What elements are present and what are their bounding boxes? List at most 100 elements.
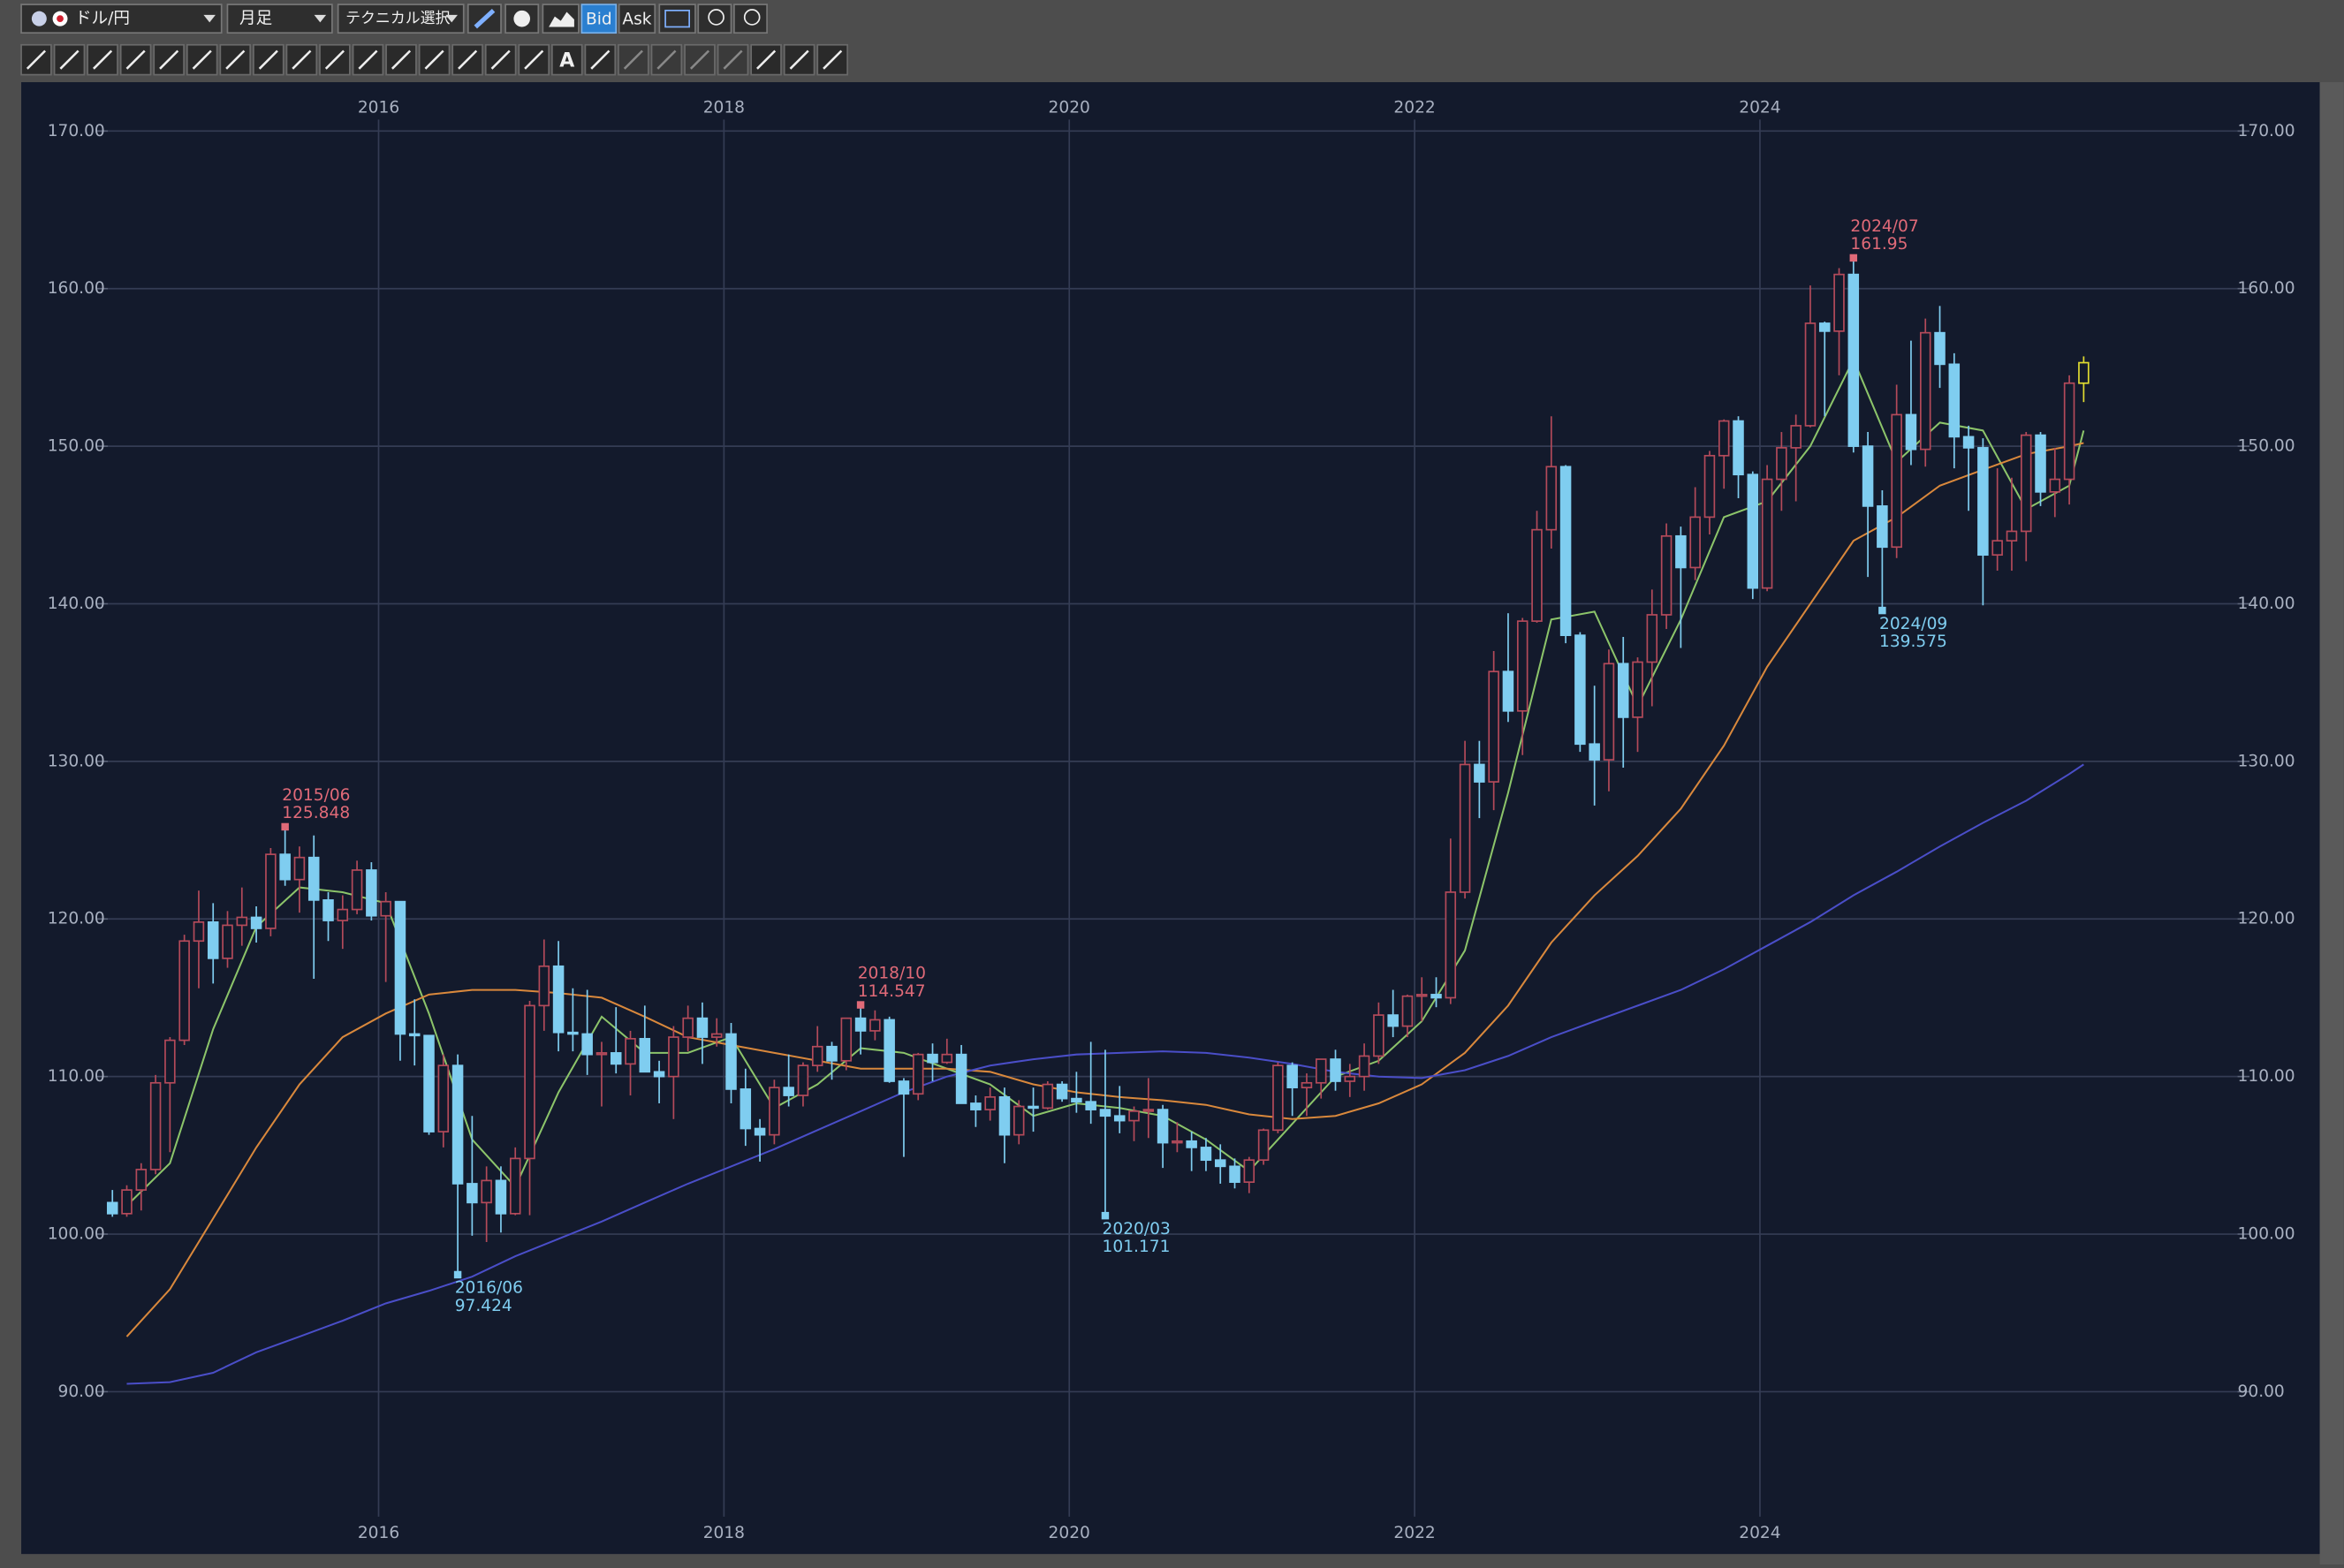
extreme-value: 125.848 <box>282 804 350 822</box>
candle-body <box>1675 534 1687 569</box>
candle-body <box>1099 1109 1111 1117</box>
extreme-date: 2018/10 <box>858 965 926 983</box>
candle-body <box>1574 634 1586 746</box>
candle-body <box>811 1045 823 1067</box>
period-label: 月足 <box>239 10 272 28</box>
candle-body <box>797 1064 809 1096</box>
tool-icon <box>723 49 743 70</box>
candle-body <box>1891 413 1902 549</box>
candle-body <box>1632 661 1643 718</box>
candle-body <box>955 1053 967 1104</box>
zoom-in-button[interactable] <box>733 4 768 34</box>
tool-button[interactable] <box>551 43 583 76</box>
tool-icon <box>159 49 179 70</box>
indicator-icon <box>664 9 690 28</box>
candle-body <box>696 1017 709 1038</box>
dropdown-arrow <box>445 14 458 23</box>
info-icon <box>513 10 531 27</box>
candle-body <box>1142 1109 1155 1112</box>
candle-body <box>1804 322 1817 427</box>
candle-body <box>998 1095 1011 1136</box>
candle-body <box>1430 994 1442 999</box>
candle-body <box>394 900 406 1035</box>
tool-button[interactable] <box>484 43 517 76</box>
candle-body <box>121 1189 133 1215</box>
technical-dropdown[interactable] <box>337 4 465 34</box>
bid-button[interactable] <box>580 4 618 34</box>
candle-body <box>941 1053 953 1064</box>
tool-icon <box>225 49 246 70</box>
tool-icon <box>689 49 710 70</box>
pen-icon <box>474 8 496 29</box>
bid-label: Bid <box>586 10 612 28</box>
candle-body <box>783 1087 794 1096</box>
tool-icon <box>324 49 345 70</box>
zoom-out-button[interactable] <box>697 4 732 34</box>
period-dropdown[interactable] <box>226 4 333 34</box>
candle-body <box>1646 614 1658 663</box>
candle-body <box>754 1127 766 1136</box>
candle-body <box>1617 663 1629 718</box>
candle-body <box>1919 331 1931 451</box>
candle-body <box>451 1064 464 1185</box>
candle-body <box>1387 1014 1399 1027</box>
y-tick-label-right: 170.00 <box>2238 122 2295 140</box>
draw-button[interactable] <box>467 4 502 34</box>
y-tick-label: 130.00 <box>48 752 105 770</box>
x-tick-label: 2016 <box>358 98 399 117</box>
y-tick-label: 110.00 <box>48 1067 105 1086</box>
symbol-label: ドル/円 <box>75 10 130 28</box>
candle-body <box>1545 466 1558 531</box>
tool-icon <box>391 49 412 70</box>
tool-icon <box>292 49 312 70</box>
flag-us <box>31 11 47 27</box>
candle-body <box>307 856 320 901</box>
candle-body <box>1445 891 1457 999</box>
x-tick-label: 2024 <box>1739 98 1780 117</box>
tool-icon <box>656 49 677 70</box>
candle-body <box>1113 1115 1126 1122</box>
candle-body <box>970 1102 982 1110</box>
candle-body <box>1071 1097 1082 1103</box>
tool-button[interactable] <box>816 43 848 76</box>
candle-body <box>1373 1014 1384 1057</box>
tool-icon <box>192 49 212 70</box>
candle-body <box>293 856 306 881</box>
candle-body <box>1200 1147 1212 1162</box>
candle-body <box>1344 1075 1356 1082</box>
candle-body <box>595 1052 608 1056</box>
candle-body <box>567 1031 579 1035</box>
candle-body <box>826 1045 838 1062</box>
candle-body <box>1977 447 1989 557</box>
candle-body <box>610 1052 622 1065</box>
extreme-marker <box>453 1270 462 1279</box>
y-tick-label: 170.00 <box>48 122 105 140</box>
candle-body <box>1761 478 1773 589</box>
candle-body <box>1042 1083 1054 1110</box>
candle-body <box>639 1037 651 1073</box>
candle-body <box>1272 1064 1284 1132</box>
x-tick-label: 2020 <box>1049 1524 1090 1542</box>
candle-body <box>1589 743 1600 761</box>
zoom-in-icon <box>743 9 761 26</box>
x-tick-label: 2018 <box>703 1524 745 1542</box>
candle-body <box>1934 331 1946 366</box>
x-tick-label: 2018 <box>703 98 745 117</box>
candle-body <box>927 1053 938 1064</box>
dropdown-arrow <box>314 14 327 23</box>
tool-icon <box>490 49 511 70</box>
candle-body <box>653 1071 665 1078</box>
ask-button[interactable] <box>618 4 656 34</box>
y-tick-label-right: 160.00 <box>2238 279 2295 298</box>
y-tick-label: 120.00 <box>48 910 105 928</box>
candle-body <box>1157 1109 1169 1144</box>
candle-body <box>193 920 205 943</box>
y-tick-label-right: 120.00 <box>2238 910 2295 928</box>
y-tick-label-right: 110.00 <box>2238 1067 2295 1086</box>
candle-body <box>495 1179 507 1215</box>
tool-icon <box>458 49 478 70</box>
extreme-date: 2016/06 <box>455 1279 523 1298</box>
candle-body <box>481 1179 492 1204</box>
candle-body <box>1689 516 1701 569</box>
tool-icon <box>26 49 47 70</box>
